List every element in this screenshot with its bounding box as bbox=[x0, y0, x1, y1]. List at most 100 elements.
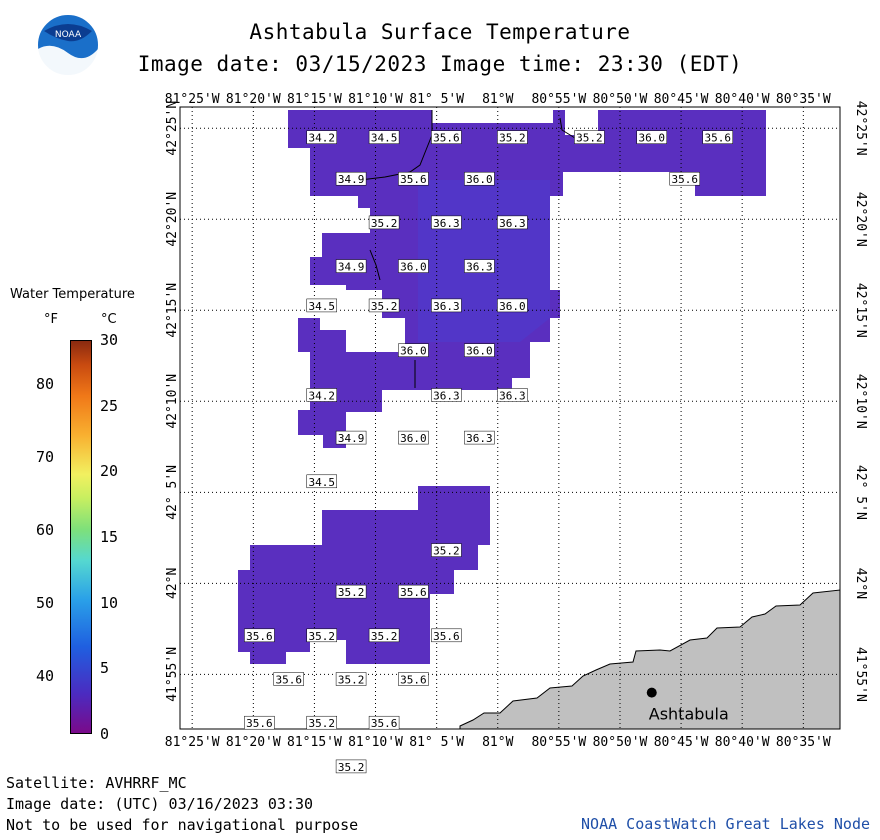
temperature-label-box bbox=[368, 628, 400, 643]
temperature-label-box bbox=[431, 298, 462, 313]
latitude-label: 42° 5'N bbox=[853, 465, 868, 520]
latitude-label: 42° 5'N bbox=[165, 465, 180, 520]
temperature-value: 35.6 bbox=[400, 674, 427, 687]
temperature-value: 35.2 bbox=[309, 717, 336, 730]
latitude-label: 42°10'N bbox=[165, 374, 180, 429]
temperature-reading: 36.0 bbox=[398, 259, 429, 274]
temperature-reading: 35.2 bbox=[368, 215, 400, 230]
temperature-value: 35.6 bbox=[400, 173, 427, 186]
temperature-value: 36.0 bbox=[466, 173, 493, 186]
credit-link[interactable]: NOAA CoastWatch Great Lakes Node bbox=[581, 815, 870, 833]
image-date-time: Image date: 03/15/2023 Image time: 23:30… bbox=[137, 52, 743, 76]
temperature-label-box bbox=[497, 298, 528, 313]
fahrenheit-tick: 80 bbox=[36, 374, 55, 393]
longitude-label: 81°10'W bbox=[348, 735, 403, 750]
temperature-value: 36.3 bbox=[466, 261, 493, 274]
longitude-label: 80°40'W bbox=[715, 92, 770, 107]
celsius-unit: °C bbox=[101, 312, 117, 327]
temperature-value: 36.0 bbox=[639, 132, 666, 145]
longitude-label: 80°50'W bbox=[593, 735, 648, 750]
temperature-reading: 35.2 bbox=[335, 584, 367, 599]
temperature-value: 34.9 bbox=[338, 432, 365, 445]
temperature-value: 36.0 bbox=[499, 300, 526, 313]
temperature-reading: 34.5 bbox=[306, 298, 338, 313]
longitude-label: 80°35'W bbox=[776, 735, 831, 750]
longitude-label: 81°15'W bbox=[287, 735, 342, 750]
latitude-label: 42°N bbox=[853, 568, 868, 599]
temperature-label-box bbox=[335, 171, 367, 186]
temperature-reading: 36.0 bbox=[636, 130, 668, 145]
temperature-value: 35.6 bbox=[400, 586, 427, 599]
latitude-label: 42°20'N bbox=[165, 192, 180, 247]
latitude-label: 42°10'N bbox=[853, 374, 868, 429]
temperature-value: 35.6 bbox=[433, 132, 460, 145]
temperature-reading: 35.2 bbox=[368, 628, 400, 643]
temperature-value: 34.9 bbox=[338, 173, 365, 186]
temperature-label-box bbox=[398, 584, 429, 599]
longitude-label: 81°25'W bbox=[165, 92, 220, 107]
noaa-logo: NOAA bbox=[36, 13, 100, 77]
temperature-value: 36.0 bbox=[466, 345, 493, 358]
temperature-value: 36.3 bbox=[433, 217, 460, 230]
temperature-label-box bbox=[636, 130, 668, 144]
page-title: Ashtabula Surface Temperature bbox=[249, 20, 631, 44]
temperature-reading: 35.6 bbox=[431, 130, 462, 145]
city-name: Ashtabula bbox=[649, 705, 729, 724]
temperature-value: 36.3 bbox=[499, 389, 526, 402]
temperature-value: 35.6 bbox=[371, 717, 398, 730]
temperature-reading: 36.3 bbox=[497, 215, 528, 230]
temperature-reading: 36.0 bbox=[497, 298, 528, 313]
temperature-value: 36.0 bbox=[400, 432, 427, 445]
temperature-value: 34.2 bbox=[309, 389, 336, 402]
temperature-value: 35.6 bbox=[433, 630, 460, 643]
temperature-value: 34.5 bbox=[309, 476, 336, 489]
temperature-reading: 35.6 bbox=[244, 715, 275, 730]
temperature-reading: 35.2 bbox=[335, 759, 367, 774]
longitude-label: 80°45'W bbox=[654, 735, 709, 750]
temperature-reading: 35.2 bbox=[335, 672, 367, 687]
longitude-label: 80°55'W bbox=[531, 92, 586, 107]
temperature-reading: 36.0 bbox=[464, 171, 495, 186]
longitude-label: 80°55'W bbox=[531, 735, 586, 750]
temperature-reading: 35.6 bbox=[702, 130, 734, 145]
latitude-label: 42°20'N bbox=[853, 192, 868, 247]
temperature-label-box bbox=[431, 628, 462, 643]
land-area bbox=[459, 589, 841, 730]
temperature-reading: 36.3 bbox=[431, 215, 462, 230]
temperature-label-box bbox=[368, 130, 400, 144]
temperature-reading: 34.5 bbox=[306, 474, 338, 489]
fahrenheit-tick: 70 bbox=[36, 447, 55, 466]
temperature-value: 36.3 bbox=[433, 300, 460, 313]
temperature-value: 36.0 bbox=[400, 261, 427, 274]
latitude-label: 42°15'N bbox=[165, 283, 180, 338]
temperature-reading: 34.9 bbox=[335, 259, 367, 274]
temperature-value: 35.2 bbox=[338, 761, 365, 774]
temperature-reading: 35.6 bbox=[398, 171, 429, 186]
water-region-2 bbox=[238, 486, 490, 664]
latitude-label: 42°25'N bbox=[853, 101, 868, 156]
temperature-label-box bbox=[702, 130, 734, 144]
temperature-reading: 35.6 bbox=[273, 672, 305, 687]
latitude-label: 42°15'N bbox=[853, 283, 868, 338]
temperature-label-box bbox=[368, 215, 400, 230]
temperature-value: 35.2 bbox=[309, 630, 336, 643]
temperature-reading: 34.5 bbox=[368, 130, 400, 145]
temperature-reading: 35.2 bbox=[574, 130, 605, 145]
temperature-label-box bbox=[306, 298, 338, 313]
celsius-tick: 20 bbox=[100, 462, 119, 481]
longitude-label: 81°20'W bbox=[226, 735, 281, 750]
temperature-value: 35.2 bbox=[338, 586, 365, 599]
longitude-label: 80°40'W bbox=[715, 735, 770, 750]
longitude-labels-top: 81°25'W 81°20'W 81°15'W 81°10'W 81° 5'W 81°W 8… bbox=[165, 92, 831, 107]
temperature-reading: 35.2 bbox=[431, 543, 462, 558]
temperature-label-box bbox=[497, 388, 528, 402]
latitude-label: 41°55'N bbox=[853, 647, 868, 702]
temperature-label-box bbox=[497, 130, 528, 144]
temperature-label-box bbox=[497, 215, 528, 230]
longitude-label: 81°20'W bbox=[226, 92, 281, 107]
celsius-tick: 0 bbox=[100, 725, 110, 743]
utc-image-date: Image date: (UTC) 03/16/2023 03:30 bbox=[6, 795, 314, 813]
temperature-reading: 35.6 bbox=[244, 628, 275, 643]
fahrenheit-unit: °F bbox=[44, 312, 58, 327]
temperature-value: 36.3 bbox=[499, 217, 526, 230]
